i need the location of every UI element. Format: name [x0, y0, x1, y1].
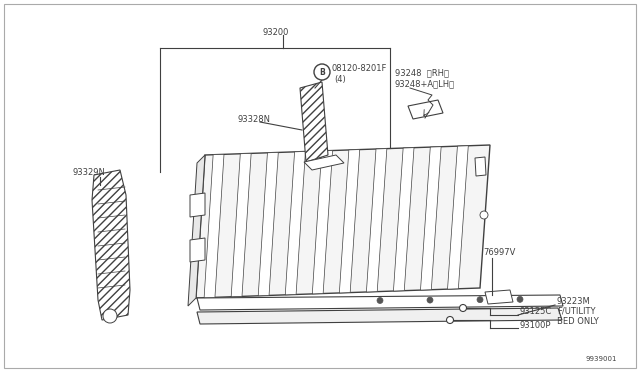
Polygon shape: [197, 295, 563, 310]
Polygon shape: [339, 150, 360, 293]
Polygon shape: [190, 238, 205, 262]
Polygon shape: [188, 155, 205, 306]
Polygon shape: [92, 170, 130, 320]
Polygon shape: [300, 82, 328, 162]
Text: 08120-8201F: 08120-8201F: [332, 64, 387, 73]
Text: 93125C: 93125C: [520, 308, 552, 317]
Text: 93329N: 93329N: [72, 168, 105, 177]
Circle shape: [447, 317, 454, 324]
Text: F/UTILITY: F/UTILITY: [557, 307, 595, 316]
Circle shape: [103, 309, 117, 323]
Text: B: B: [319, 67, 325, 77]
Text: 93248  〈RH〉: 93248 〈RH〉: [395, 68, 449, 77]
Polygon shape: [420, 147, 441, 290]
Polygon shape: [204, 154, 224, 298]
Text: (4): (4): [334, 74, 346, 83]
Polygon shape: [231, 153, 251, 297]
Text: 9939001: 9939001: [586, 356, 617, 362]
Polygon shape: [196, 145, 490, 298]
Polygon shape: [190, 193, 205, 217]
Circle shape: [477, 296, 483, 303]
Circle shape: [517, 296, 523, 302]
Polygon shape: [312, 151, 333, 294]
Polygon shape: [394, 148, 414, 291]
Polygon shape: [285, 151, 305, 295]
Circle shape: [460, 305, 467, 311]
Circle shape: [314, 64, 330, 80]
Polygon shape: [258, 153, 278, 296]
Circle shape: [377, 298, 383, 304]
Text: 93100P: 93100P: [520, 321, 552, 330]
Polygon shape: [447, 146, 468, 289]
Text: 93223M: 93223M: [557, 297, 591, 306]
Text: 76997V: 76997V: [483, 248, 515, 257]
Circle shape: [427, 297, 433, 303]
Polygon shape: [475, 157, 486, 176]
Text: 93200: 93200: [263, 28, 289, 37]
Text: BED ONLY: BED ONLY: [557, 317, 599, 326]
Circle shape: [480, 211, 488, 219]
Polygon shape: [197, 308, 562, 324]
Text: 93248+A〈LH〉: 93248+A〈LH〉: [395, 79, 455, 88]
Polygon shape: [485, 290, 513, 304]
Polygon shape: [366, 149, 387, 292]
Polygon shape: [304, 155, 344, 170]
Polygon shape: [408, 100, 443, 119]
Text: 93328N: 93328N: [238, 115, 271, 124]
